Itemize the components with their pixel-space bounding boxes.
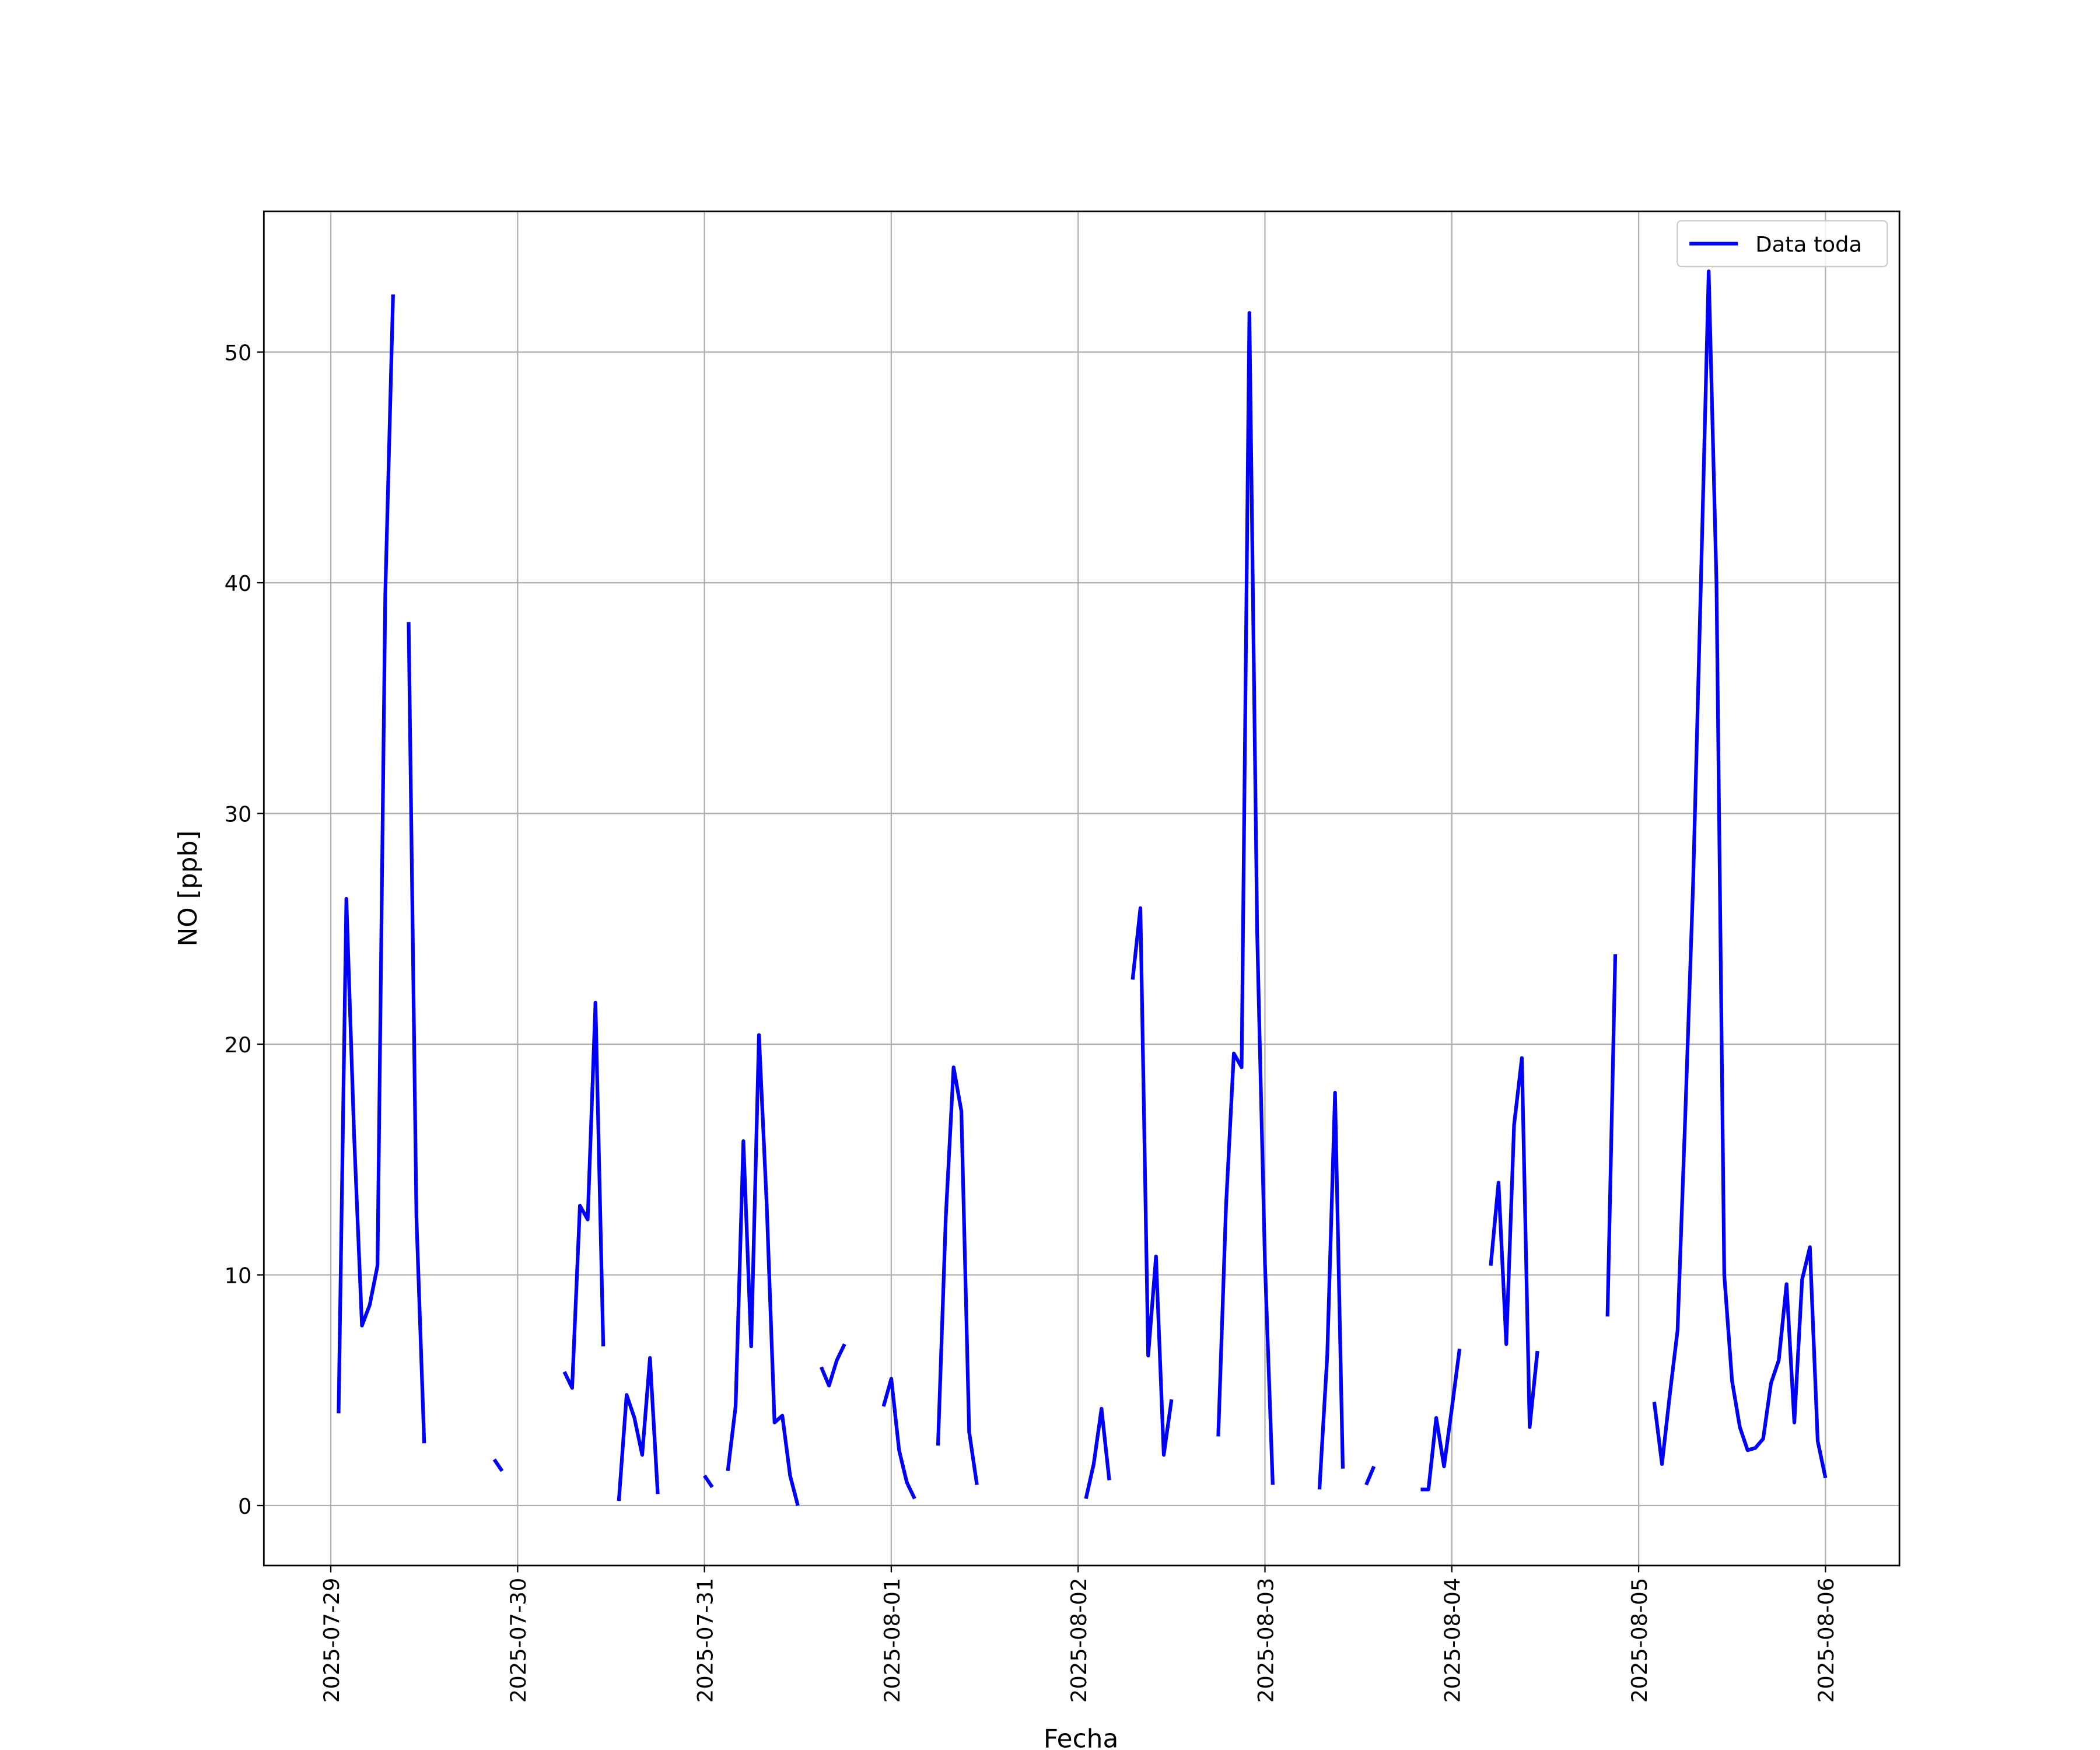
x-axis-label: Fecha	[1044, 1724, 1119, 1750]
y-axis-label: NO [ppb]	[173, 831, 203, 947]
y-tick-label: 40	[225, 571, 252, 596]
x-tick-label: 2025-08-01	[880, 1578, 905, 1703]
x-tick-label: 2025-08-05	[1627, 1578, 1652, 1703]
axes-frame	[262, 210, 1901, 1567]
legend-box	[1676, 220, 1888, 268]
y-tick-label: 20	[225, 1032, 252, 1058]
x-tick-label: 2025-07-29	[319, 1578, 344, 1703]
x-tick-label: 2025-07-30	[506, 1578, 531, 1703]
ticks: 0 10 20 30 40 50 2025-07-29 2025-07-30 2025-07-3…	[225, 340, 1839, 1703]
legend: Data toda	[1676, 220, 1888, 268]
y-tick-label: 0	[238, 1494, 251, 1519]
x-tick-label: 2025-07-31	[692, 1578, 718, 1703]
y-tick-label: 30	[225, 802, 252, 827]
data-line	[337, 270, 1828, 1506]
x-tick-label: 2025-08-02	[1066, 1578, 1091, 1703]
plot-area	[337, 270, 1828, 1506]
x-tick-label: 2025-08-04	[1440, 1578, 1465, 1703]
y-tick-label: 10	[225, 1263, 252, 1288]
x-tick-label: 2025-08-06	[1814, 1578, 1839, 1703]
grid	[264, 211, 1900, 1566]
legend-label: Data toda	[1755, 232, 1862, 257]
x-tick-label: 2025-08-03	[1253, 1578, 1278, 1703]
y-tick-label: 50	[225, 340, 252, 365]
